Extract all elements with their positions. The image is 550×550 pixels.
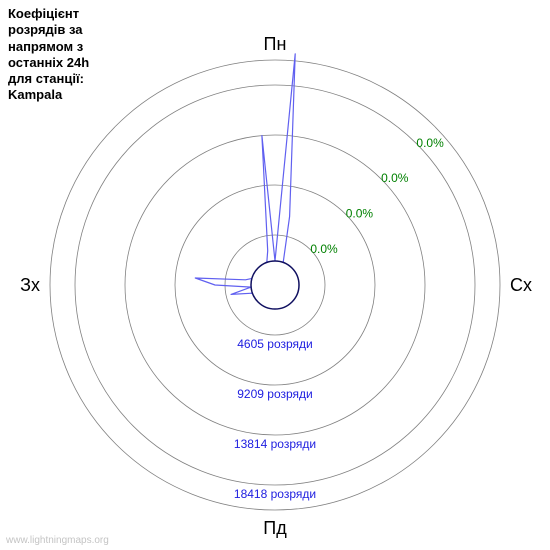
ring-label-percent: 0.0%	[310, 242, 338, 256]
cardinal-north: Пн	[264, 34, 287, 54]
ring-label-discharges: 4605 розряди	[237, 337, 313, 351]
ring-label-percent: 0.0%	[416, 136, 444, 150]
cardinal-south: Пд	[263, 518, 287, 538]
hub-circle	[251, 261, 299, 309]
ring-label-percent: 0.0%	[381, 171, 409, 185]
ring-label-discharges: 13814 розряди	[234, 437, 316, 451]
ring-label-discharges: 9209 розряди	[237, 387, 313, 401]
cardinal-east: Сх	[510, 275, 532, 295]
ring-label-discharges: 18418 розряди	[234, 487, 316, 501]
cardinal-west: Зх	[20, 275, 40, 295]
polar-chart: 4605 розряди 0.0% 9209 розряди 0.0% 13814 ро…	[0, 0, 550, 550]
ring-label-percent: 0.0%	[346, 206, 374, 220]
